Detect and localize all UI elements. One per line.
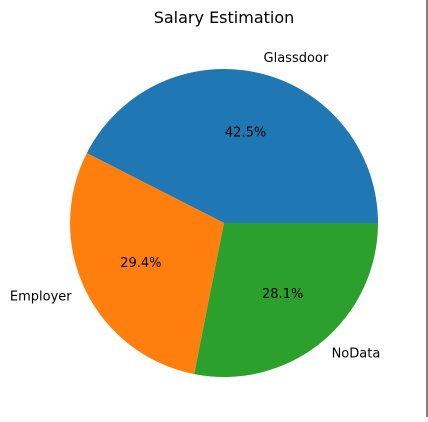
pie-slices [70, 69, 378, 377]
pie-percent-label: 29.4% [120, 256, 161, 271]
chart-title: Salary Estimation [154, 8, 295, 27]
pie-category-label: Employer [10, 290, 72, 305]
pie-category-label: Glassdoor [264, 51, 329, 66]
pie-category-label: NoData [332, 346, 381, 361]
pie-percent-label: 28.1% [262, 287, 303, 302]
pie-percent-label: 42.5% [225, 126, 266, 141]
